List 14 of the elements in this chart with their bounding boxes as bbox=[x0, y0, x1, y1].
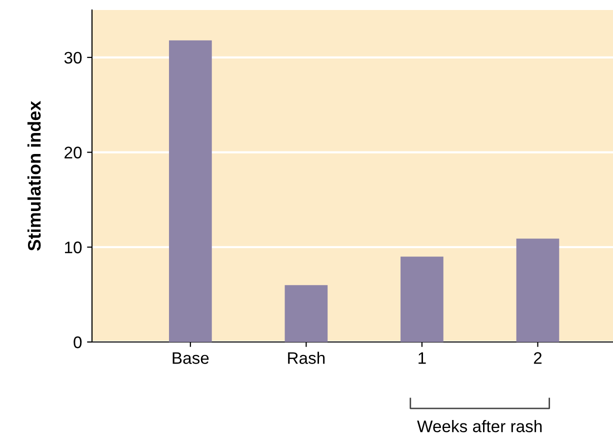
y-tick-label: 10 bbox=[65, 242, 82, 254]
y-tick-label: 30 bbox=[64, 52, 82, 64]
text: Weeks after rash bbox=[417, 420, 542, 432]
bar bbox=[516, 238, 560, 342]
bar bbox=[168, 40, 212, 342]
bar bbox=[284, 285, 328, 342]
x-tick-label: Rash bbox=[288, 352, 325, 364]
bar bbox=[400, 256, 444, 342]
y-axis-title: Stimulation index bbox=[27, 100, 41, 251]
x-tick-label: 1 bbox=[418, 352, 426, 364]
x-tick-label: 2 bbox=[534, 352, 542, 364]
y-tick-label: 20 bbox=[64, 146, 82, 158]
x-tick-label: Base bbox=[172, 352, 209, 364]
y-tick-label: 0 bbox=[74, 336, 82, 348]
